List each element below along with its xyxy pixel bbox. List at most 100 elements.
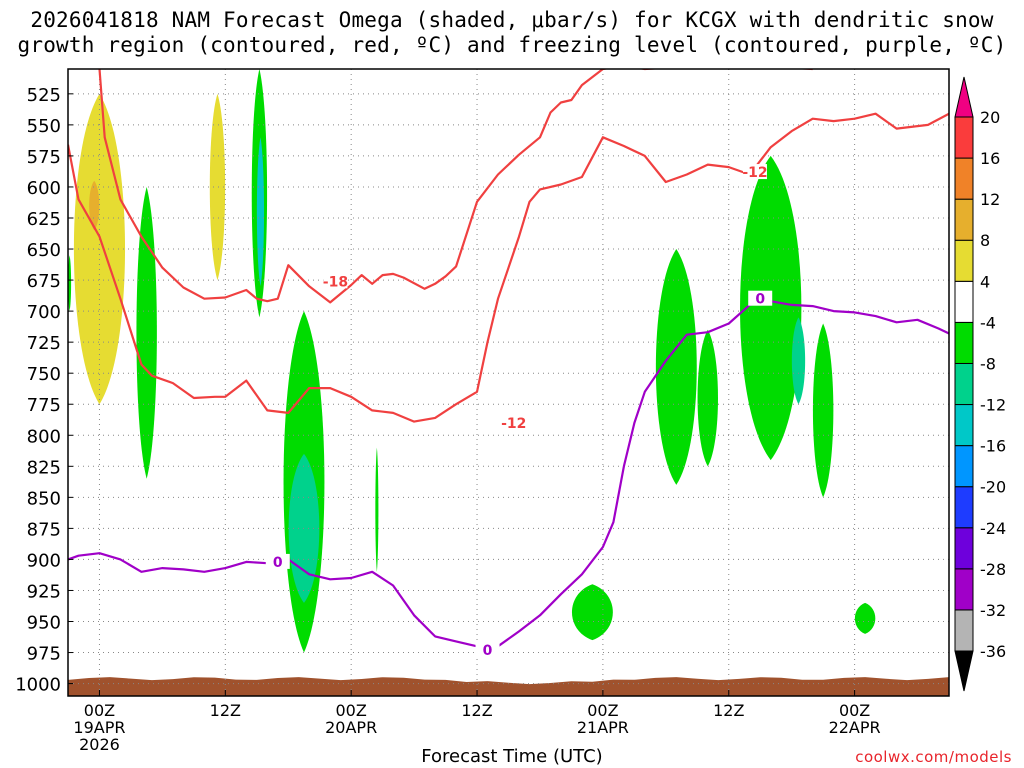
colorbar-label: -8	[980, 354, 996, 373]
x-axis-title: Forecast Time (UTC)	[421, 746, 603, 767]
y-tick-label: 925	[27, 581, 61, 602]
colorbar-label: -36	[980, 642, 1006, 661]
x-tick-label: 20APR	[325, 718, 377, 737]
contour-label: -18	[323, 274, 348, 290]
colorbar-swatch	[954, 116, 974, 159]
x-tick-label: 22APR	[829, 718, 881, 737]
omega-region-sinking-5	[136, 186, 157, 479]
y-tick-label: 850	[27, 488, 61, 509]
colorbar-swatch	[954, 650, 974, 692]
y-tick-label: 950	[27, 613, 61, 634]
x-tick-label: 19APR	[73, 718, 125, 737]
omega-region-sinking-10	[655, 249, 697, 485]
y-tick-label: 550	[27, 116, 61, 137]
credit-text[interactable]: coolwx.com/models	[855, 748, 1012, 766]
x-tick-label: 00Z	[336, 701, 367, 720]
colorbar-swatch	[954, 568, 974, 611]
contour-line-dgz-0	[68, 112, 949, 423]
y-tick-label: 700	[27, 302, 61, 323]
contour-label: 0	[755, 292, 765, 308]
colorbar-label: -20	[980, 478, 1006, 497]
contour-label-bg	[265, 553, 290, 569]
colorbar-swatch	[954, 445, 974, 488]
colorbar-label: 16	[980, 149, 1000, 168]
colorbar-swatch	[954, 76, 974, 118]
y-tick-label: 750	[27, 364, 61, 385]
colorbar-swatch	[954, 486, 974, 529]
colorbar-swatch	[954, 198, 974, 241]
y-tick-label: 975	[27, 644, 61, 665]
y-tick-label: 875	[27, 519, 61, 540]
omega-region-rising-core-1	[89, 180, 100, 231]
title-line-1: 2026041818 NAM Forecast Omega (shaded, μ…	[30, 8, 994, 32]
contour-label: -12	[501, 416, 526, 432]
y-axis: 525 550 575 600 625 650 675 700 725 750 775 800 825 8…	[15, 85, 73, 696]
y-tick-label: 600	[27, 178, 61, 199]
colorbar-label: -12	[980, 396, 1006, 415]
plot-frame	[67, 68, 950, 697]
contour-line-dgz-1	[98, 69, 813, 304]
y-tick-label: 525	[27, 85, 61, 106]
colorbar-swatch	[954, 527, 974, 570]
contour-line-freezing-2	[68, 300, 949, 648]
colorbar-label: -24	[980, 519, 1006, 538]
omega-region-rising-2	[209, 93, 226, 281]
chart-title: 2026041818 NAM Forecast Omega (shaded, μ…	[0, 8, 1024, 58]
x-tick-label: 00Z	[587, 701, 618, 720]
omega-region-sinking-12	[740, 155, 802, 461]
colorbar-label: 8	[980, 231, 990, 250]
omega-region-sinking-15	[854, 602, 876, 634]
omega-region-sinking-8	[375, 447, 379, 572]
x-tick-label: 2026	[79, 735, 120, 754]
colorbar-label: 12	[980, 190, 1000, 209]
x-tick-label: 12Z	[461, 701, 492, 720]
colorbar-label: -32	[980, 601, 1006, 620]
contour-label: 0	[273, 555, 283, 571]
x-tick-label: 21APR	[577, 718, 629, 737]
x-tick-label: 12Z	[713, 701, 744, 720]
x-tick-label: 00Z	[84, 701, 115, 720]
colorbar-label: 20	[980, 108, 1000, 127]
y-tick-label: 575	[27, 147, 61, 168]
contour-label-bg	[748, 290, 773, 306]
x-tick-label: 12Z	[210, 701, 241, 720]
y-tick-label: 725	[27, 333, 61, 354]
y-tick-label: 800	[27, 426, 61, 447]
contour-labels: -12 -12 -18 0 0 0	[265, 164, 773, 659]
contour-label: -12	[742, 165, 767, 181]
colorbar-swatch	[954, 362, 974, 406]
contour-label-bg	[475, 642, 500, 658]
omega-region-sinking-16	[68, 255, 72, 312]
contour-lines	[68, 69, 949, 648]
contour-label-bg	[323, 273, 348, 289]
contour-label-bg	[742, 164, 767, 180]
colorbar-swatch	[954, 157, 974, 200]
contour-label-bg	[501, 414, 526, 430]
colorbar-label: -4	[980, 313, 996, 332]
y-tick-label: 900	[27, 550, 61, 571]
colorbar-swatch	[954, 321, 974, 364]
colorbar-swatch	[954, 609, 974, 652]
y-tick-label: 825	[27, 457, 61, 478]
y-tick-label: 1000	[15, 675, 61, 696]
x-tick-label: 00Z	[839, 701, 870, 720]
colorbar-label: -16	[980, 437, 1006, 456]
omega-shading	[68, 69, 876, 653]
colorbar-label: -28	[980, 560, 1006, 579]
y-tick-label: 775	[27, 395, 61, 416]
omega-region-sinking-11	[697, 329, 718, 467]
colorbar: -36 -32 -28 -24 -20 -16 -12 -8 -4 4 8 12 16 20	[954, 76, 1006, 692]
omega-region-sinking-9	[571, 584, 613, 641]
y-tick-label: 650	[27, 240, 61, 261]
y-tick-label: 675	[27, 271, 61, 292]
colorbar-swatch	[954, 239, 974, 282]
omega-region-sinking-14	[812, 323, 834, 498]
title-line-2: growth region (contoured, red, ºC) and f…	[17, 33, 1007, 57]
colorbar-swatch	[954, 404, 974, 447]
contour-label: 0	[483, 643, 493, 659]
grid-lines	[68, 69, 949, 696]
colorbar-label: 4	[980, 272, 990, 291]
omega-region-sinking-core-13	[791, 317, 806, 405]
